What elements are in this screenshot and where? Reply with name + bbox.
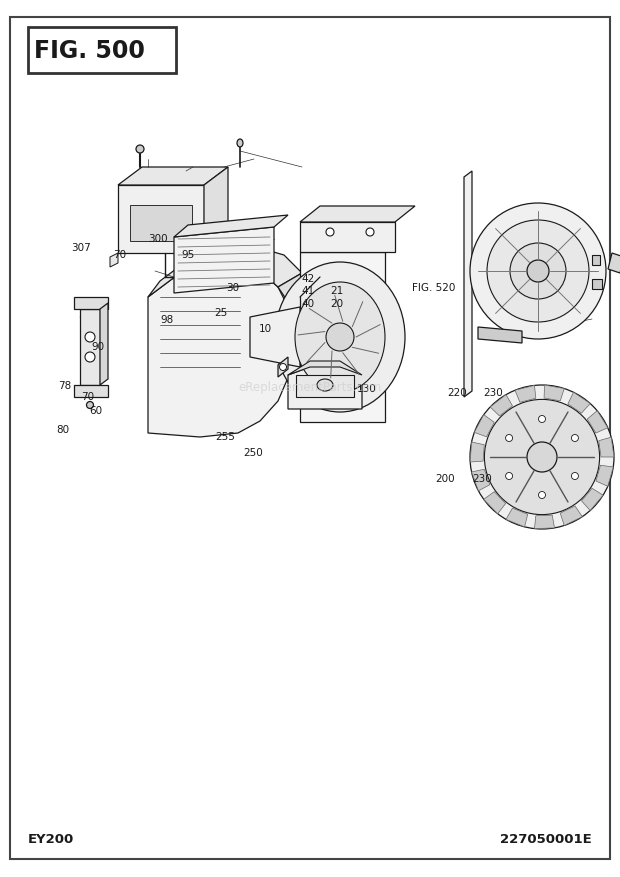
Polygon shape [478, 328, 522, 344]
Polygon shape [250, 308, 300, 367]
Ellipse shape [470, 203, 606, 339]
Ellipse shape [539, 416, 546, 423]
Text: 20: 20 [330, 298, 343, 309]
Ellipse shape [85, 332, 95, 343]
Text: 41: 41 [301, 286, 315, 296]
Polygon shape [118, 186, 204, 253]
Ellipse shape [136, 146, 144, 153]
Ellipse shape [280, 364, 286, 371]
Polygon shape [300, 253, 385, 423]
Ellipse shape [470, 386, 614, 530]
Polygon shape [110, 253, 118, 267]
Polygon shape [200, 250, 210, 264]
Ellipse shape [326, 324, 354, 352]
Polygon shape [534, 516, 554, 529]
Ellipse shape [317, 380, 333, 391]
Polygon shape [484, 492, 506, 514]
Polygon shape [596, 466, 613, 487]
Polygon shape [582, 488, 603, 511]
Polygon shape [130, 206, 192, 242]
Text: 300: 300 [148, 233, 168, 244]
Polygon shape [118, 168, 228, 186]
Ellipse shape [275, 263, 405, 412]
Ellipse shape [510, 244, 566, 300]
Polygon shape [470, 443, 484, 462]
Polygon shape [174, 216, 288, 238]
Text: FIG. 520: FIG. 520 [412, 282, 456, 293]
Ellipse shape [505, 473, 513, 480]
Polygon shape [148, 247, 302, 297]
Polygon shape [204, 168, 228, 253]
Polygon shape [560, 506, 582, 526]
Text: 90: 90 [91, 341, 105, 352]
Text: 10: 10 [259, 324, 272, 334]
Text: 21: 21 [330, 286, 343, 296]
Polygon shape [490, 396, 513, 417]
Polygon shape [592, 280, 602, 289]
Polygon shape [474, 415, 494, 438]
Ellipse shape [527, 443, 557, 473]
Polygon shape [599, 438, 614, 458]
Polygon shape [472, 470, 490, 491]
Bar [28, 28, 176, 74]
Ellipse shape [505, 435, 513, 442]
Polygon shape [74, 386, 108, 397]
Ellipse shape [326, 229, 334, 237]
Polygon shape [300, 223, 395, 253]
Text: 70: 70 [113, 249, 126, 260]
Polygon shape [288, 367, 362, 410]
Polygon shape [608, 253, 620, 274]
Polygon shape [288, 361, 362, 375]
Text: 70: 70 [81, 391, 95, 402]
Text: 307: 307 [71, 242, 91, 253]
Text: 250: 250 [244, 447, 264, 458]
Text: 60: 60 [89, 405, 103, 416]
Polygon shape [296, 375, 354, 397]
Text: 230: 230 [472, 473, 492, 483]
Text: 230: 230 [484, 388, 503, 398]
Text: FIG. 500: FIG. 500 [34, 39, 145, 63]
Ellipse shape [572, 435, 578, 442]
Polygon shape [278, 358, 288, 378]
Text: 227050001E: 227050001E [500, 832, 592, 845]
Text: 40: 40 [301, 298, 315, 309]
Ellipse shape [237, 139, 243, 148]
Polygon shape [100, 303, 108, 386]
Polygon shape [506, 509, 528, 527]
Ellipse shape [539, 492, 546, 499]
Ellipse shape [85, 353, 95, 362]
Ellipse shape [487, 221, 589, 323]
Polygon shape [80, 310, 100, 386]
Polygon shape [587, 411, 608, 433]
Text: 25: 25 [214, 308, 228, 318]
Text: 95: 95 [181, 249, 195, 260]
Ellipse shape [484, 400, 600, 515]
Text: 220: 220 [448, 388, 467, 398]
Polygon shape [300, 207, 415, 223]
Text: 80: 80 [56, 424, 69, 435]
Text: 130: 130 [356, 383, 376, 394]
Text: eReplacementParts.com: eReplacementParts.com [238, 381, 382, 394]
Text: EY200: EY200 [28, 832, 74, 845]
Text: 42: 42 [301, 274, 315, 284]
Text: 98: 98 [161, 315, 174, 325]
Polygon shape [74, 297, 108, 310]
Polygon shape [568, 393, 590, 414]
Polygon shape [464, 172, 472, 397]
Polygon shape [592, 256, 600, 266]
Polygon shape [515, 386, 536, 403]
Ellipse shape [295, 282, 385, 393]
Ellipse shape [87, 402, 94, 409]
Ellipse shape [572, 473, 578, 480]
Polygon shape [148, 266, 294, 438]
Polygon shape [278, 274, 310, 381]
Text: 200: 200 [435, 473, 455, 483]
Text: 30: 30 [226, 282, 239, 293]
Polygon shape [544, 386, 564, 402]
Ellipse shape [366, 229, 374, 237]
Polygon shape [174, 228, 274, 294]
Ellipse shape [527, 260, 549, 282]
Text: 78: 78 [58, 381, 71, 391]
Text: 255: 255 [216, 431, 236, 442]
